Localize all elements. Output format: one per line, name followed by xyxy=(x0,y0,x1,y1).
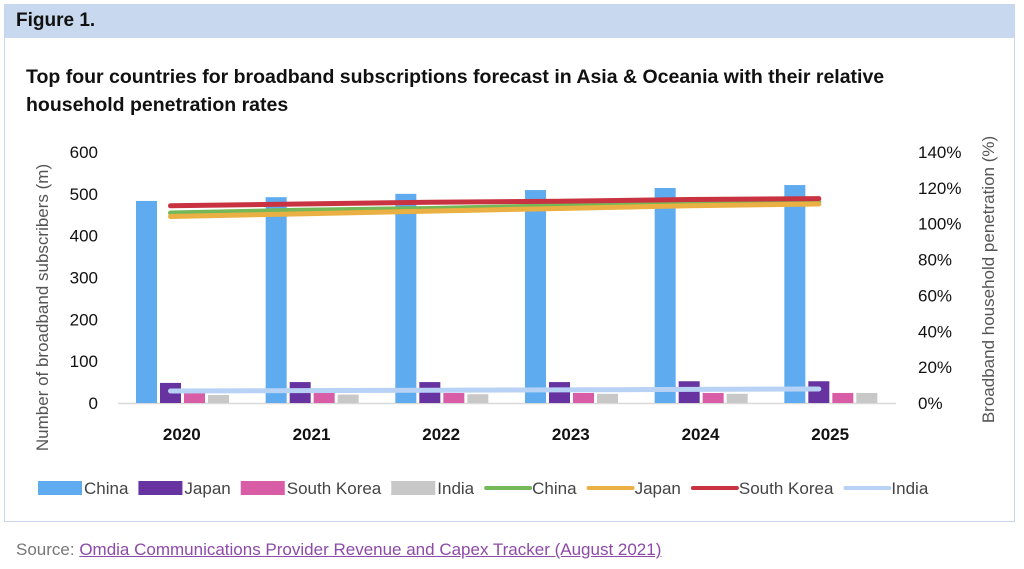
y-tick-label: 600 xyxy=(70,143,98,162)
y2-tick-label: 120% xyxy=(918,179,961,198)
bar-series-china xyxy=(136,185,806,403)
figure-header-band: Figure 1. xyxy=(5,5,1014,38)
bar xyxy=(808,381,830,403)
legend-label: China xyxy=(532,479,577,498)
y-axis-left-label: Number of broadband subscribers (m) xyxy=(33,164,52,451)
line-series-south-korea xyxy=(168,196,822,209)
y-axis-right: 0% 20% 40% 60% 80% 100% 120% 140% xyxy=(918,143,961,413)
source-note: Source: Omdia Communications Provider Re… xyxy=(16,540,661,560)
bar xyxy=(654,187,676,403)
bar xyxy=(597,393,618,403)
y2-tick-label: 140% xyxy=(918,143,961,162)
legend-label: India xyxy=(891,479,928,498)
source-link[interactable]: Omdia Communications Provider Revenue an… xyxy=(79,540,662,559)
bar xyxy=(525,190,546,403)
legend-item: India xyxy=(843,479,929,498)
y-tick-label: 200 xyxy=(70,310,98,329)
bar-series-south-korea xyxy=(184,392,854,403)
x-axis: 2020 2021 2022 2023 2024 2025 xyxy=(163,425,849,444)
legend-item: South Korea xyxy=(690,479,834,498)
legend-item: China xyxy=(484,479,577,498)
y2-tick-label: 100% xyxy=(918,215,961,234)
legend-item: India xyxy=(391,479,475,498)
bar xyxy=(136,200,157,403)
line-series-japan xyxy=(168,201,822,220)
line-series-india xyxy=(168,386,822,394)
legend-label: South Korea xyxy=(739,479,834,498)
legend: China Japan South Korea India China Japan Sout… xyxy=(38,479,929,498)
legend-label: India xyxy=(437,479,474,498)
bar xyxy=(573,392,594,403)
legend-item: Japan xyxy=(586,479,681,498)
y-tick-label: 300 xyxy=(70,269,98,288)
bar xyxy=(856,392,878,403)
y2-tick-label: 0% xyxy=(918,394,943,413)
x-tick-label: 2025 xyxy=(811,425,849,444)
y-axis-left: 0 100 200 300 400 500 600 xyxy=(70,143,98,413)
bar xyxy=(784,185,806,403)
legend-label: China xyxy=(84,479,129,498)
y-tick-label: 500 xyxy=(70,185,98,204)
legend-item: China xyxy=(38,479,129,498)
bar xyxy=(395,193,417,403)
legend-label: South Korea xyxy=(287,479,382,498)
figure-label: Figure 1. xyxy=(16,10,96,31)
legend-swatch xyxy=(391,481,436,495)
bar xyxy=(832,392,854,403)
legend-label: Japan xyxy=(635,479,681,498)
y-tick-label: 400 xyxy=(70,227,98,246)
y-tick-label: 100 xyxy=(70,352,98,371)
chart-title: Top four countries for broadband subscri… xyxy=(26,66,885,116)
bar xyxy=(337,394,359,403)
bar xyxy=(549,382,570,403)
x-tick-label: 2020 xyxy=(163,425,201,444)
bar xyxy=(702,392,724,403)
bar xyxy=(726,393,748,403)
y2-tick-label: 20% xyxy=(918,358,952,377)
x-tick-label: 2021 xyxy=(293,425,331,444)
legend-item: South Korea xyxy=(240,479,382,498)
legend-label: Japan xyxy=(184,479,230,498)
x-tick-label: 2024 xyxy=(682,425,720,444)
x-tick-label: 2022 xyxy=(422,425,460,444)
source-prefix: Source: xyxy=(16,540,80,559)
y2-tick-label: 40% xyxy=(918,322,952,341)
bar xyxy=(208,395,229,403)
legend-swatch xyxy=(38,481,82,495)
legend-swatch xyxy=(240,481,285,495)
figure-frame: Figure 1. xyxy=(4,4,1015,522)
x-tick-label: 2023 xyxy=(552,425,590,444)
bar xyxy=(184,392,205,403)
y-tick-label: 0 xyxy=(89,394,98,413)
bar xyxy=(265,197,287,403)
bar-series-group xyxy=(136,185,878,403)
bar xyxy=(467,394,489,403)
y-axis-right-label: Broadband household penetration (%) xyxy=(979,136,998,423)
legend-swatch xyxy=(138,481,183,495)
y2-tick-label: 60% xyxy=(918,286,952,305)
bar xyxy=(313,392,335,403)
bar xyxy=(678,381,700,403)
y2-tick-label: 80% xyxy=(918,251,952,270)
bar-series-india xyxy=(208,392,878,403)
line-series-group xyxy=(168,196,822,394)
legend-item: Japan xyxy=(138,479,231,498)
bar xyxy=(443,392,465,403)
